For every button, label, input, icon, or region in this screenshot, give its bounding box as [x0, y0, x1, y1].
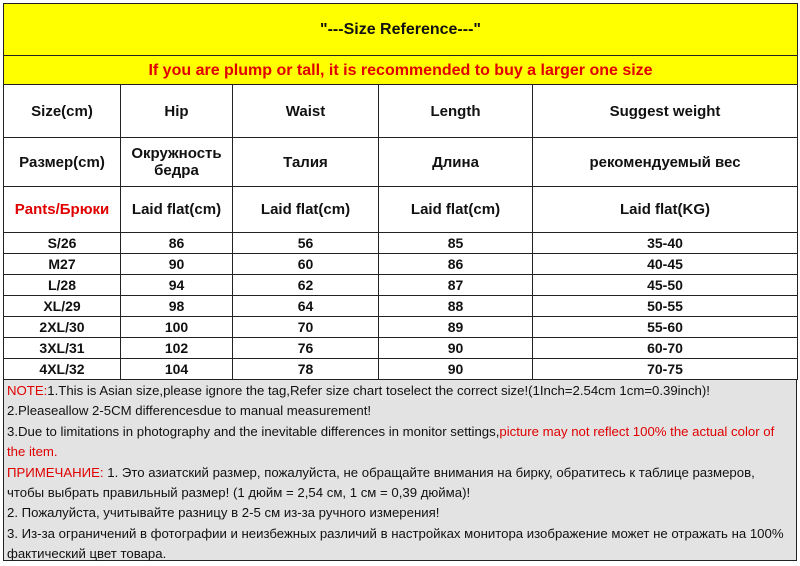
header-ru-hip: Окружность бедра	[120, 137, 233, 187]
cell-weight: 70-75	[531, 358, 799, 380]
table-row: M27 90 60 86 40-45	[3, 253, 799, 275]
cell-hip: 104	[120, 358, 233, 380]
unit-weight: Laid flat(KG)	[531, 186, 799, 233]
table-row: 4XL/32 104 78 90 70-75	[3, 358, 799, 380]
header-hip: Hip	[120, 84, 233, 138]
cell-length: 88	[378, 295, 533, 317]
cell-hip: 102	[120, 337, 233, 359]
note-3: 3.Due to limitations in photography and …	[7, 422, 793, 463]
table-row: S/26 86 56 85 35-40	[3, 232, 799, 254]
unit-hip: Laid flat(cm)	[120, 186, 233, 233]
cell-weight: 50-55	[531, 295, 799, 317]
cell-length: 87	[378, 274, 533, 296]
size-chart: "---Size Reference---" If you are plump …	[2, 3, 799, 561]
table-row: XL/29 98 64 88 50-55	[3, 295, 799, 317]
cell-waist: 60	[232, 253, 379, 275]
cell-length: 90	[378, 358, 533, 380]
header-size: Size(cm)	[3, 84, 121, 138]
cell-hip: 98	[120, 295, 233, 317]
note-ru-2: 2. Пожалуйста, учитывайте разницу в 2-5 …	[7, 505, 440, 521]
notes-panel: NOTE:1.This is Asian size,please ignore …	[3, 380, 797, 561]
note-3-red: picture may not reflect 100% the actual …	[7, 423, 775, 460]
cell-weight: 40-45	[531, 253, 799, 275]
table-row: 3XL/31 102 76 90 60-70	[3, 337, 799, 359]
note-ru-3: 3. Из-за ограничений в фотографии и неиз…	[7, 525, 784, 562]
note-label: NOTE:	[7, 383, 48, 398]
cell-size: 2XL/30	[3, 316, 121, 338]
cell-hip: 100	[120, 316, 233, 338]
cell-size: XL/29	[3, 295, 121, 317]
cell-length: 86	[378, 253, 533, 275]
table-row: 2XL/30 100 70 89 55-60	[3, 316, 799, 338]
cell-weight: 60-70	[531, 337, 799, 359]
header-ru-size: Размер(cm)	[3, 137, 121, 187]
cell-size: 3XL/31	[3, 337, 121, 359]
header-ru-waist: Талия	[232, 137, 379, 187]
unit-pants: Pants/Брюки	[3, 186, 121, 233]
header-weight: Suggest weight	[531, 84, 799, 138]
note-ru-1-text: 1. Это азиатский размер, пожалуйста, не …	[7, 464, 755, 501]
cell-length: 90	[378, 337, 533, 359]
table-row: L/28 94 62 87 45-50	[3, 274, 799, 296]
header-ru-weight: рекомендуемый вес	[531, 137, 799, 187]
cell-hip: 90	[120, 253, 233, 275]
chart-title: "---Size Reference---"	[2, 3, 799, 56]
cell-waist: 78	[232, 358, 379, 380]
note-ru-1: ПРИМЕЧАНИЕ: 1. Это азиатский размер, пож…	[7, 463, 793, 504]
note-1: NOTE:1.This is Asian size,please ignore …	[7, 381, 793, 401]
header-length: Length	[378, 84, 533, 138]
cell-waist: 56	[232, 232, 379, 254]
unit-waist: Laid flat(cm)	[232, 186, 379, 233]
cell-waist: 64	[232, 295, 379, 317]
cell-waist: 76	[232, 337, 379, 359]
cell-hip: 94	[120, 274, 233, 296]
cell-hip: 86	[120, 232, 233, 254]
unit-length: Laid flat(cm)	[378, 186, 533, 233]
cell-weight: 35-40	[531, 232, 799, 254]
cell-waist: 62	[232, 274, 379, 296]
header-waist: Waist	[232, 84, 379, 138]
cell-size: M27	[3, 253, 121, 275]
chart-subtitle: If you are plump or tall, it is recommen…	[2, 55, 799, 85]
note-2: 2.Pleaseallow 2-5CM differencesdue to ma…	[7, 403, 372, 419]
cell-size: 4XL/32	[3, 358, 121, 380]
note-1-text: 1.This is Asian size,please ignore the t…	[47, 383, 710, 398]
cell-length: 89	[378, 316, 533, 338]
cell-size: L/28	[3, 274, 121, 296]
cell-length: 85	[378, 232, 533, 254]
note-ru-label: ПРИМЕЧАНИЕ:	[7, 464, 104, 480]
cell-weight: 55-60	[531, 316, 799, 338]
note-3-text: 3.Due to limitations in photography and …	[7, 423, 500, 439]
size-table: "---Size Reference---" If you are plump …	[2, 3, 799, 380]
cell-size: S/26	[3, 232, 121, 254]
cell-weight: 45-50	[531, 274, 799, 296]
header-ru-length: Длина	[378, 137, 533, 187]
cell-waist: 70	[232, 316, 379, 338]
